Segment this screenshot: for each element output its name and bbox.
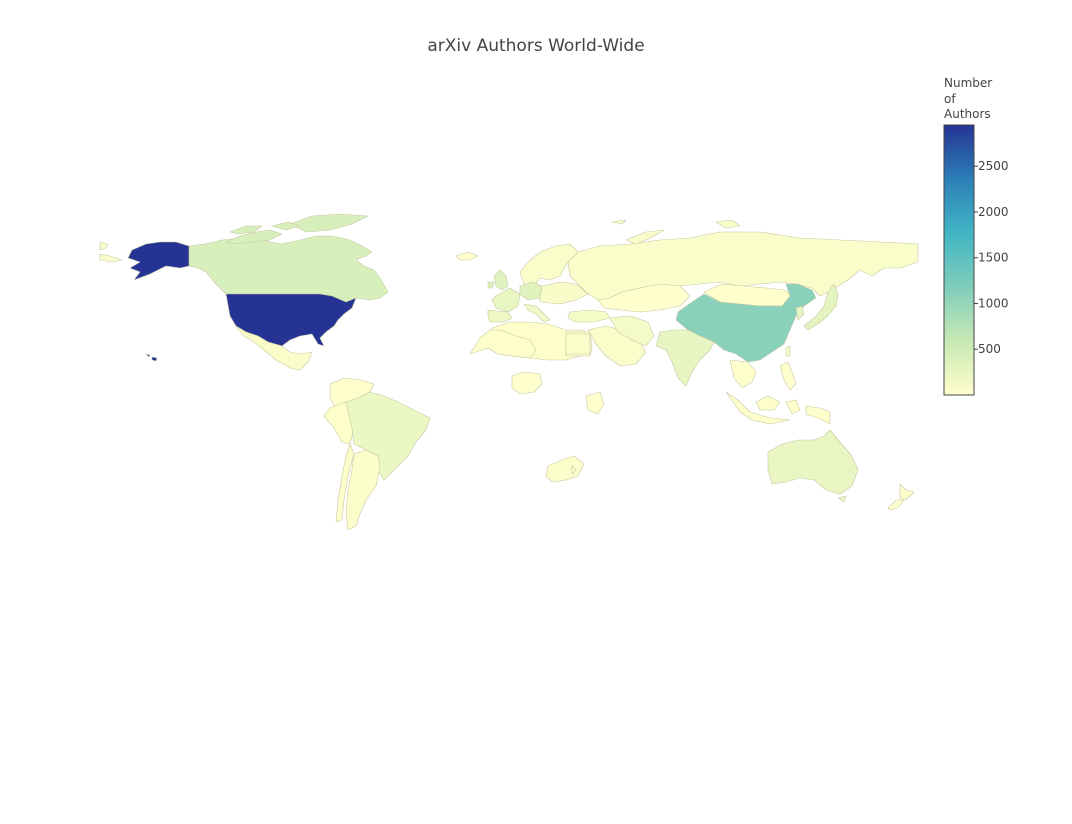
region-central-asia[interactable]: [597, 283, 691, 313]
region-brazil[interactable]: [345, 391, 431, 481]
map-title: arXiv Authors World-Wide: [427, 36, 645, 56]
region-new-zealand[interactable]: [887, 483, 915, 511]
region-central-europe[interactable]: [539, 281, 589, 305]
region-central-africa[interactable]: [511, 371, 543, 395]
region-chukotka-west[interactable]: [99, 241, 123, 263]
region-philippines[interactable]: [779, 361, 797, 391]
colorbar-title: Number of Authors: [944, 76, 1014, 123]
region-iran[interactable]: [609, 315, 655, 347]
region-argentina[interactable]: [345, 449, 381, 531]
colorbar-tick-label: 1000: [978, 296, 1009, 310]
region-korea[interactable]: [795, 305, 805, 321]
colorbar-tick-label: 500: [978, 342, 1001, 356]
region-canada-islands[interactable]: [225, 221, 301, 245]
colorbar-title-line-3: Authors: [944, 107, 991, 121]
region-chile[interactable]: [335, 443, 355, 523]
colorbar-gradient: [943, 124, 975, 396]
region-italy[interactable]: [523, 303, 551, 323]
colorbar-tick-label: 2500: [978, 159, 1009, 173]
region-france[interactable]: [491, 287, 521, 313]
region-tasmania[interactable]: [837, 495, 847, 503]
region-united-kingdom[interactable]: [487, 269, 509, 291]
colorbar-title-line-2: of: [944, 91, 956, 106]
region-indonesia[interactable]: [725, 391, 831, 425]
region-taiwan[interactable]: [785, 345, 791, 357]
region-russia-novaya[interactable]: [611, 219, 741, 245]
region-turkey[interactable]: [567, 309, 611, 323]
region-madagascar[interactable]: [571, 465, 577, 475]
region-mexico[interactable]: [235, 325, 313, 371]
region-india[interactable]: [655, 329, 715, 387]
region-australia[interactable]: [767, 429, 859, 495]
region-iceland[interactable]: [455, 251, 479, 261]
region-east-africa[interactable]: [585, 391, 605, 415]
region-hawaii[interactable]: [145, 353, 158, 362]
region-spain[interactable]: [487, 309, 513, 323]
region-alaska[interactable]: [127, 241, 190, 281]
region-west-africa[interactable]: [469, 329, 537, 359]
colorbar-title-line-1: Number: [944, 76, 993, 90]
region-southern-africa[interactable]: [545, 455, 585, 483]
colorbar-tick-label: 1500: [978, 251, 1009, 265]
region-japan[interactable]: [803, 283, 839, 331]
colorbar-tick-label: 2000: [978, 205, 1009, 219]
region-southeast-asia[interactable]: [729, 359, 757, 389]
region-arabia-block[interactable]: [565, 333, 591, 355]
region-canada-arctic[interactable]: [289, 213, 369, 233]
